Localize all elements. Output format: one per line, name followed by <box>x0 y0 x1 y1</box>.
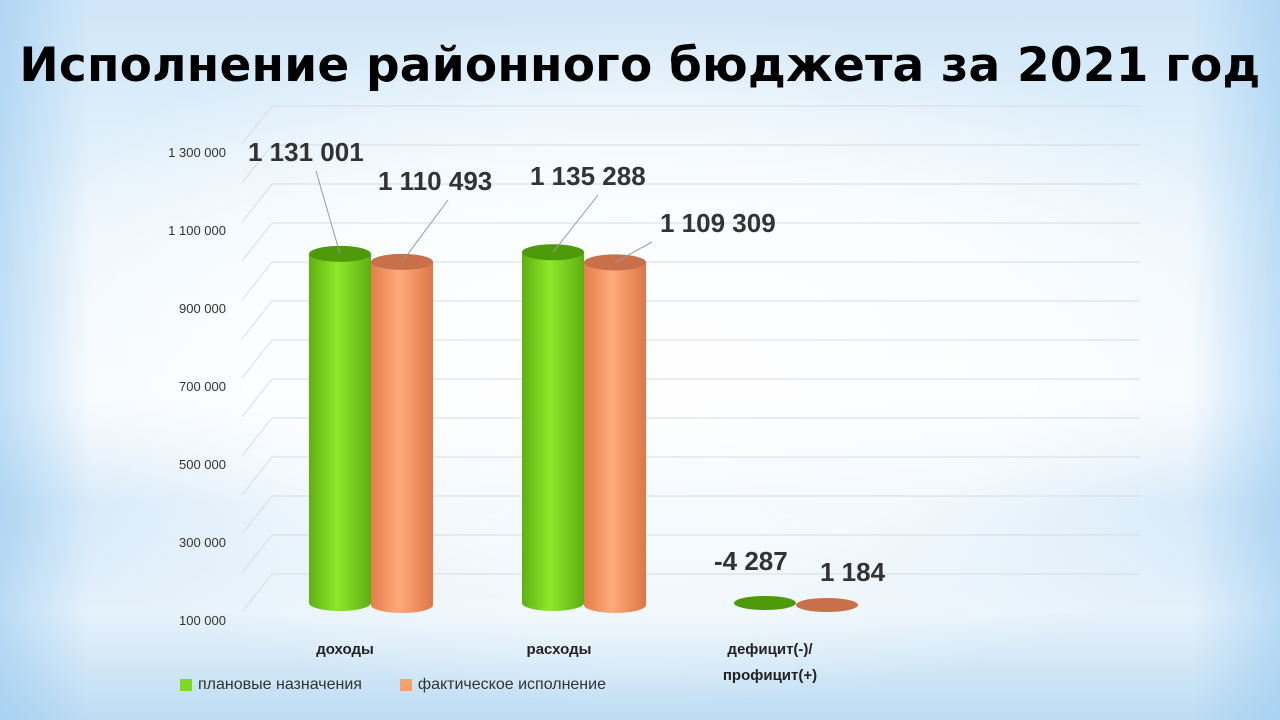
grid-line-side <box>241 534 273 574</box>
chart-legend: плановые назначения фактическое исполнен… <box>180 676 606 694</box>
label-leader <box>315 170 341 255</box>
bar-fact-2 <box>796 598 858 612</box>
legend-label-plan: плановые назначения <box>198 676 362 693</box>
label-leader <box>552 194 599 253</box>
grid-line-side <box>241 495 273 535</box>
grid-line-side <box>241 222 273 262</box>
legend-swatch-fact <box>399 679 412 691</box>
chart-bars <box>309 244 858 613</box>
grid-line-side <box>241 183 273 223</box>
grid-line-side <box>241 456 273 496</box>
data-label: 1 110 493 <box>378 166 492 196</box>
bar-fact-1 <box>584 254 646 613</box>
bar-body <box>371 261 433 613</box>
background-right-glow <box>1190 0 1280 720</box>
grid-line-side <box>241 339 273 379</box>
data-label: -4 287 <box>714 546 788 576</box>
page-title: Исполнение районного бюджета за 2021 год <box>19 38 1261 93</box>
y-tick-label: 900 000 <box>179 301 226 316</box>
label-leader <box>401 199 449 263</box>
category-label: дефицит(-)/ <box>727 641 813 658</box>
grid-line-side <box>241 261 273 301</box>
bar-plan-1 <box>522 244 584 612</box>
data-label: 1 131 001 <box>248 137 364 167</box>
bar-disc <box>734 596 796 610</box>
legend-label-fact: фактическое исполнение <box>417 676 606 693</box>
data-label: 1 135 288 <box>530 161 646 191</box>
bar-fact-0 <box>371 253 433 613</box>
x-axis-categories: доходы расходы дефицит(-)/ профицит(+) <box>316 641 817 684</box>
y-tick-label: 100 000 <box>179 613 226 628</box>
grid-line-side <box>241 417 273 457</box>
category-label: расходы <box>527 641 592 658</box>
bar-body <box>522 252 584 612</box>
background-left-glow <box>0 0 90 720</box>
grid-line-side <box>241 378 273 418</box>
label-leader <box>614 241 653 263</box>
category-label: профицит(+) <box>723 667 817 684</box>
grid-line-side <box>241 105 273 145</box>
y-tick-label: 700 000 <box>179 379 226 394</box>
bar-disc <box>796 598 858 612</box>
grid-line-side <box>241 573 273 613</box>
y-tick-label: 300 000 <box>179 535 226 550</box>
data-label: 1 184 <box>820 557 886 587</box>
grid-line-side <box>241 300 273 340</box>
y-tick-label: 1 300 000 <box>168 145 226 160</box>
legend-swatch-plan <box>180 679 192 691</box>
y-tick-label: 500 000 <box>179 457 226 472</box>
bar-body <box>309 253 371 611</box>
data-labels: 1 131 001 1 135 288 -4 287 1 110 493 1 109 3… <box>248 137 886 587</box>
bar-plan-2 <box>734 596 796 610</box>
bar-plan-0 <box>309 245 371 611</box>
y-axis-ticks: 100 000 300 000 500 000 700 000 900 000 1 100… <box>168 145 226 628</box>
legend-item-plan[interactable]: плановые назначения <box>180 676 362 694</box>
grid-line-side <box>241 144 273 184</box>
data-label: 1 109 309 <box>660 208 776 238</box>
bar-body <box>584 262 646 613</box>
y-tick-label: 1 100 000 <box>168 223 226 238</box>
legend-item-fact[interactable]: фактическое исполнение <box>399 676 606 694</box>
category-label: доходы <box>316 641 374 658</box>
